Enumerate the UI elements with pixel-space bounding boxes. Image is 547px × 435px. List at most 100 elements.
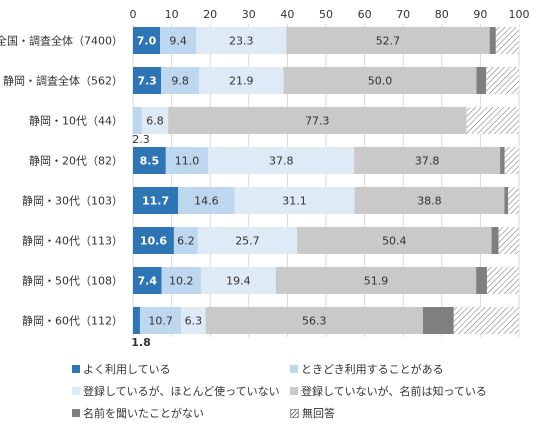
category-label: 静岡・調査全体（562） xyxy=(3,74,123,88)
data-label: 8.5 xyxy=(140,155,160,168)
bar-segment xyxy=(486,67,519,94)
bar-segment xyxy=(508,187,519,214)
bar-segment xyxy=(466,107,519,134)
bar-segment xyxy=(491,227,499,254)
data-label: 11.7 xyxy=(142,195,169,208)
legend-item: よく利用している xyxy=(72,360,171,378)
chart-legend: よく利用している ときどき利用することがある登録しているが、ほとんど使っていない 登… xyxy=(72,360,542,432)
x-tick-label: 90 xyxy=(473,8,487,21)
bar-segment xyxy=(354,147,501,174)
bar-segment xyxy=(160,27,197,54)
bar-segment xyxy=(504,187,509,214)
legend-label: 名前を聞いたことがない xyxy=(83,407,204,420)
bar-segment xyxy=(178,187,235,214)
data-label: 7.0 xyxy=(137,35,157,48)
data-label: 37.8 xyxy=(415,155,440,168)
data-label: 19.4 xyxy=(226,275,251,288)
bar-segment xyxy=(476,67,487,94)
legend-label: 無回答 xyxy=(302,407,335,420)
data-label: 31.1 xyxy=(282,195,307,208)
legend-item: 名前を聞いたことがない xyxy=(72,404,204,422)
data-label: 7.4 xyxy=(138,275,158,288)
data-label: 7.3 xyxy=(137,75,157,88)
x-tick-label: 30 xyxy=(242,8,256,21)
data-label: 6.2 xyxy=(177,235,195,248)
bar-segment xyxy=(354,187,505,214)
legend-item: ときどき利用することがある xyxy=(290,360,444,378)
x-tick-label: 10 xyxy=(165,8,179,21)
bar-segment xyxy=(476,267,487,294)
bar-segment xyxy=(161,267,201,294)
bar-segment xyxy=(504,147,519,174)
bar-segment xyxy=(181,307,206,334)
bar-segment xyxy=(486,267,519,294)
bar-segment xyxy=(453,307,519,334)
data-label: 10.6 xyxy=(140,235,167,248)
bar-segment xyxy=(286,27,490,54)
legend-label: 登録していないが、名前は知っている xyxy=(301,385,487,398)
data-label: 38.8 xyxy=(417,195,442,208)
bar-segment xyxy=(133,107,142,134)
bar-segment xyxy=(500,147,505,174)
bar-segment xyxy=(133,27,161,54)
x-tick-label: 50 xyxy=(319,8,333,21)
bar-segment xyxy=(139,307,182,334)
data-label: 6.8 xyxy=(146,115,164,128)
x-tick-label: 60 xyxy=(358,8,372,21)
bar-segment xyxy=(205,307,423,334)
data-label: 9.4 xyxy=(169,35,187,48)
bar-segment xyxy=(422,307,454,334)
x-tick-label: 0 xyxy=(130,8,137,21)
data-label: 37.8 xyxy=(269,155,294,168)
bar-segment xyxy=(197,227,298,254)
legend-swatch xyxy=(72,409,80,417)
x-tick-label: 100 xyxy=(509,8,530,21)
legend-swatch xyxy=(72,387,80,395)
category-label: 静岡・20代（82） xyxy=(29,154,123,168)
legend-label: 登録しているが、ほとんど使っていない xyxy=(83,385,280,398)
data-label-outside: 1.8 xyxy=(131,336,151,349)
data-label: 14.6 xyxy=(194,195,219,208)
bar-segment xyxy=(173,227,198,254)
bar-segment xyxy=(133,227,174,254)
data-label: 52.7 xyxy=(376,35,401,48)
data-label: 10.7 xyxy=(148,315,173,328)
bar-segment xyxy=(199,67,284,94)
data-label: 10.2 xyxy=(169,275,194,288)
bar-segment xyxy=(275,267,477,294)
data-label: 9.8 xyxy=(171,75,189,88)
legend-label: ときどき利用することがある xyxy=(301,363,444,376)
bar-segment xyxy=(234,187,355,214)
category-label: 静岡・60代（112） xyxy=(22,314,123,328)
legend-item: 登録しているが、ほとんど使っていない xyxy=(72,382,280,400)
x-tick-label: 20 xyxy=(203,8,217,21)
bar-segment xyxy=(495,27,519,54)
bar-segment xyxy=(208,147,355,174)
bar-segment xyxy=(141,107,169,134)
data-label: 56.3 xyxy=(302,315,327,328)
category-label: 静岡・30代（103） xyxy=(22,194,123,208)
category-label: 静岡・40代（113） xyxy=(22,234,123,248)
data-label: 11.0 xyxy=(175,155,200,168)
bar-segment xyxy=(133,267,162,294)
x-tick-label: 80 xyxy=(435,8,449,21)
bar-segment xyxy=(161,67,200,94)
legend-swatch xyxy=(290,365,298,373)
bar-segment xyxy=(133,147,166,174)
legend-swatch xyxy=(72,365,80,373)
bar-segment xyxy=(133,67,162,94)
bar-segment xyxy=(133,187,179,214)
bar-segment xyxy=(168,107,467,134)
category-label: 静岡・50代（108） xyxy=(22,274,123,288)
legend-swatch xyxy=(290,387,298,395)
data-label: 25.7 xyxy=(235,235,260,248)
bar-segment xyxy=(196,27,287,54)
legend-item: 無回答 xyxy=(290,404,335,422)
data-label: 50.4 xyxy=(382,235,407,248)
data-label: 6.3 xyxy=(185,315,203,328)
category-label: 全国・調査全体（7400） xyxy=(0,34,123,48)
data-label: 23.3 xyxy=(229,35,254,48)
bar-segment xyxy=(297,227,492,254)
